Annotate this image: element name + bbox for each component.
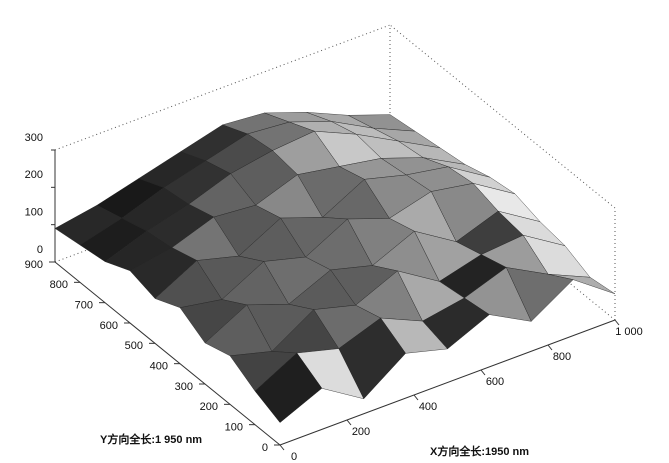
y-tick-label: 200 (200, 401, 218, 413)
y-tick-label: 800 (50, 279, 68, 291)
x-axis-label: X方向全长:1950 nm (430, 444, 529, 458)
x-tick (280, 445, 284, 450)
chart: Y方向全长:1 950 nm X方向全长:1950 nm 0 100 200 300 0… (0, 0, 669, 463)
z-tick-label: 0 (37, 244, 43, 256)
y-tick-label: 600 (100, 320, 118, 332)
x-tick (615, 320, 619, 325)
y-tick-label: 100 (225, 422, 243, 434)
x-tick-label: 400 (419, 401, 437, 413)
y-axis-label: Y方向全长:1 950 nm (100, 432, 202, 446)
x-tick-label: 0 (291, 451, 297, 463)
x-tick-label: 800 (553, 351, 571, 363)
y-tick-label: 500 (125, 340, 143, 352)
y-tick-label: 900 (25, 259, 43, 271)
z-tick-label: 100 (25, 207, 43, 219)
x-tick-label: 1 000 (615, 326, 643, 338)
x-tick-label: 200 (352, 426, 370, 438)
x-tick (347, 420, 351, 425)
x-tick (481, 370, 485, 375)
y-tick-label: 400 (150, 361, 168, 373)
y-tick-label: 700 (75, 300, 93, 312)
y-tick-label: 300 (175, 381, 193, 393)
x-tick (548, 345, 552, 350)
z-tick-label: 300 (25, 132, 43, 144)
x-tick-label: 600 (486, 376, 504, 388)
y-tick-label: 0 (262, 442, 268, 454)
z-tick-label: 200 (25, 169, 43, 181)
x-tick (414, 395, 418, 400)
